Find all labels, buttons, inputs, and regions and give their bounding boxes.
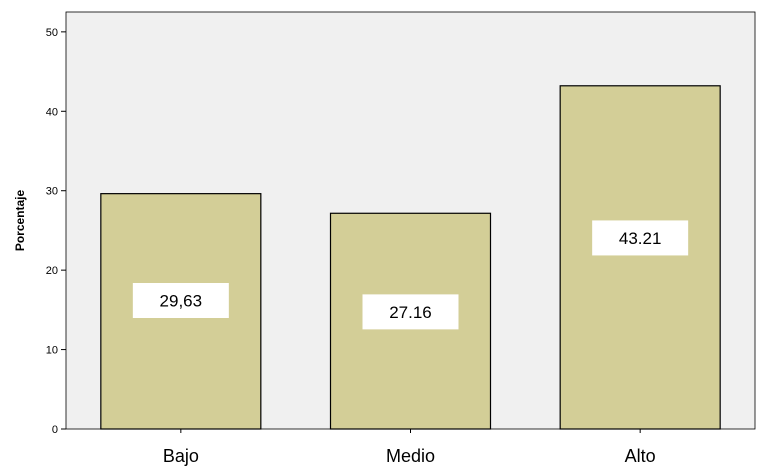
y-tick-label-30: 30 (46, 186, 58, 198)
x-tick-label-medio: Medio (386, 446, 435, 466)
data-label-box-bajo (132, 282, 229, 318)
y-axis-title: Porcentaje (13, 189, 27, 251)
data-label-box-medio (362, 294, 459, 330)
data-labels: 29,63 27.16 43.21 (132, 220, 689, 330)
y-tick-label-50: 50 (46, 27, 58, 39)
bar-alto (559, 85, 721, 430)
y-tick-label-0: 0 (52, 424, 58, 436)
y-tick-label-20: 20 (46, 265, 58, 277)
y-tick-label-40: 40 (46, 106, 58, 118)
data-label-box-alto (592, 220, 689, 256)
x-tick-label-alto: Alto (625, 446, 656, 466)
y-tick-label-10: 10 (46, 345, 58, 357)
axes: Bajo Medio Alto 0 10 20 30 40 50 (46, 27, 656, 466)
data-label-bajo: 29,63 (160, 291, 203, 310)
x-tick-label-bajo: Bajo (163, 446, 199, 466)
data-label-alto: 43.21 (619, 229, 662, 248)
data-label-medio: 27.16 (389, 303, 432, 322)
